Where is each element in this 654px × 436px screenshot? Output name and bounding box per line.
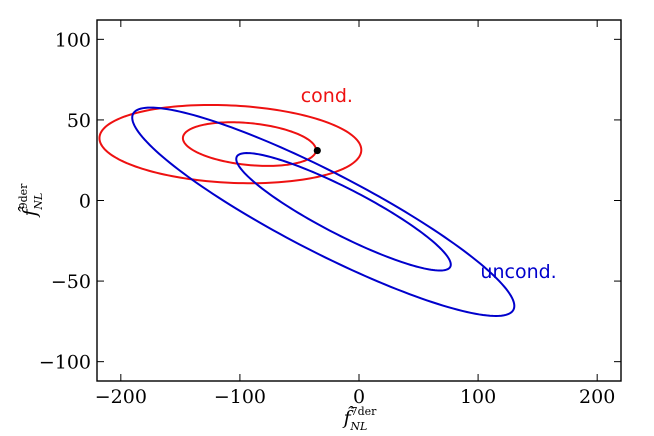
fiducial-point (313, 146, 321, 155)
x-tick-label: −100 (214, 386, 266, 408)
y-tick-label: 50 (67, 110, 91, 132)
series-label-cond: cond. (301, 85, 353, 107)
contour-uncond-inner (235, 152, 452, 272)
x-axis-label-sub: NL (349, 420, 367, 433)
x-axis-label: f̂7der NL (342, 405, 378, 433)
y-tick-label: −100 (39, 352, 91, 374)
x-tick-label: −200 (95, 386, 147, 408)
y-axis-label-sup: 9der (17, 183, 30, 210)
plot-frame (96, 19, 622, 382)
plot-area (97, 20, 621, 381)
x-tick-label: 100 (460, 386, 496, 408)
y-axis-label-sub: NL (32, 193, 45, 211)
contour-uncond-outer (131, 106, 516, 317)
y-axis-label: f̂9der NL (17, 183, 45, 219)
y-tick-label: 100 (55, 29, 91, 51)
x-axis-label-sup: 7der (351, 405, 378, 418)
y-tick-label: 0 (79, 191, 91, 213)
contour-cond-outer (98, 103, 363, 185)
series-label-uncond: uncond. (480, 261, 556, 283)
contour-cond-inner (181, 121, 317, 167)
x-tick-label: 0 (353, 386, 365, 408)
y-tick-label: −50 (51, 271, 91, 293)
x-tick-label: 200 (579, 386, 615, 408)
